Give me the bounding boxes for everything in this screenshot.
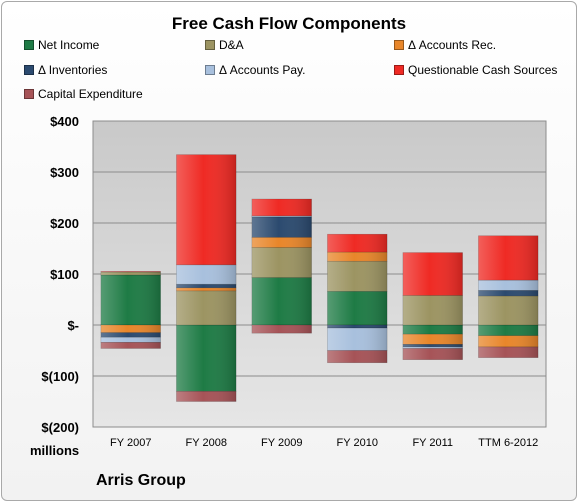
bar-shading (327, 291, 388, 325)
bar-shading (176, 284, 237, 288)
bar-shading (100, 271, 161, 276)
bar-shading (176, 391, 237, 402)
x-tick-label: FY 2010 (337, 437, 378, 449)
bar-shading (402, 346, 463, 349)
legend-item-accounts-pay: Δ Accounts Pay. (205, 63, 306, 77)
legend-swatch (205, 40, 215, 50)
legend-swatch (394, 65, 404, 75)
chart-title: Free Cash Flow Components (171, 14, 407, 33)
bar-shading (478, 280, 539, 291)
legend-label: Questionable Cash Sources (408, 63, 558, 77)
x-tick-label: FY 2008 (186, 437, 227, 449)
bar-shading (327, 234, 388, 253)
legend-label: Net Income (38, 38, 100, 52)
legend-item-questionable-cash: Questionable Cash Sources (394, 63, 557, 77)
bar-shading (251, 277, 312, 325)
bar-shading (478, 335, 539, 347)
bar-shading (402, 344, 463, 347)
x-tick-label: FY 2011 (412, 437, 453, 449)
bar-shading (327, 252, 388, 262)
bar-shading (478, 325, 539, 336)
legend-label: Δ Inventories (38, 63, 108, 77)
bar-shading (100, 275, 161, 325)
bar-shading (327, 261, 388, 292)
bar-shading (176, 154, 237, 265)
y-tick-label: $(100) (41, 369, 79, 384)
x-tick-label: TTM 6-2012 (478, 437, 538, 449)
bar-shading (100, 337, 161, 343)
legend-swatch (24, 40, 34, 50)
bar-shading (251, 247, 312, 278)
bar-shading (402, 252, 463, 296)
bar-shading (478, 235, 539, 281)
legend-item-inventories: Δ Inventories (24, 63, 107, 77)
units-label: millions (30, 443, 80, 458)
y-tick-label: $200 (50, 216, 79, 231)
legend-swatch (24, 89, 34, 99)
bar-shading (176, 264, 237, 285)
bar-shading (100, 271, 161, 272)
bar-shading (251, 199, 312, 216)
y-tick-label: $(200) (41, 420, 79, 435)
legend-item-accounts-rec: Δ Accounts Rec. (394, 38, 496, 52)
bar-shading (176, 287, 237, 291)
x-tick-label: FY 2007 (110, 437, 151, 449)
bar-shading (251, 215, 312, 217)
bar-shading (100, 332, 161, 338)
bar-shading (251, 216, 312, 238)
legend-item-da: D&A (205, 38, 244, 52)
legend-item-net-income: Net Income (24, 38, 99, 52)
bar-shading (402, 348, 463, 360)
legend-label: Δ Accounts Pay. (219, 63, 306, 77)
company-label: Arris Group (96, 472, 186, 489)
bar-shading (327, 350, 388, 363)
y-tick-label: $100 (50, 267, 79, 282)
bar-shading (100, 325, 161, 333)
legend-label: Capital Expenditure (38, 87, 143, 101)
bar-shading (251, 237, 312, 248)
y-tick-label: $- (67, 318, 79, 333)
bar-shading (327, 325, 388, 329)
y-tick-label: $300 (50, 165, 79, 180)
bar-shading (402, 325, 463, 335)
bar-shading (478, 295, 539, 325)
bar-shading (402, 295, 463, 325)
legend-swatch (394, 40, 404, 50)
legend-label: Δ Accounts Rec. (408, 38, 497, 52)
legend-item-capex: Capital Expenditure (24, 87, 143, 101)
legend-label: D&A (219, 38, 244, 52)
legend-swatch (205, 65, 215, 75)
bar-shading (251, 325, 312, 334)
bar-shading (478, 290, 539, 296)
y-tick-label: $400 (50, 114, 79, 129)
legend-swatch (24, 65, 34, 75)
bar-shading (176, 290, 237, 325)
bar-shading (327, 328, 388, 351)
x-tick-label: FY 2009 (261, 437, 302, 449)
bar-shading (478, 346, 539, 358)
bar-shading (402, 334, 463, 345)
bar-shading (176, 325, 237, 392)
bar-shading (100, 342, 161, 349)
